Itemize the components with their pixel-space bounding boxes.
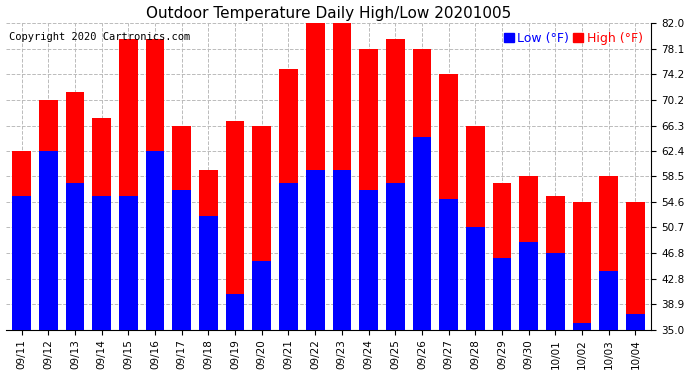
Bar [466,227,484,330]
Bar [359,189,378,330]
Text: Copyright 2020 Cartronics.com: Copyright 2020 Cartronics.com [9,32,190,42]
Bar [333,23,351,330]
Bar [66,92,84,330]
Bar [306,23,324,330]
Bar [253,261,271,330]
Bar [626,202,644,330]
Bar [520,177,538,330]
Bar [279,183,298,330]
Bar [413,49,431,330]
Bar [92,118,111,330]
Bar [413,137,431,330]
Bar [626,314,644,330]
Bar [39,100,57,330]
Bar [92,196,111,330]
Bar [199,216,218,330]
Bar [119,39,138,330]
Bar [493,183,511,330]
Bar [546,196,564,330]
Bar [146,39,164,330]
Bar [199,170,218,330]
Bar [466,126,484,330]
Bar [573,202,591,330]
Bar [226,121,244,330]
Bar [386,183,404,330]
Bar [600,177,618,330]
Bar [253,126,271,330]
Bar [66,183,84,330]
Legend: Low (°F), High (°F): Low (°F), High (°F) [501,29,645,47]
Bar [359,49,378,330]
Bar [440,74,458,330]
Bar [119,196,138,330]
Bar [12,151,31,330]
Bar [172,126,191,330]
Bar [573,323,591,330]
Bar [226,294,244,330]
Bar [546,253,564,330]
Bar [493,258,511,330]
Bar [12,196,31,330]
Bar [333,170,351,330]
Bar [146,151,164,330]
Bar [386,39,404,330]
Title: Outdoor Temperature Daily High/Low 20201005: Outdoor Temperature Daily High/Low 20201… [146,6,511,21]
Bar [172,189,191,330]
Bar [279,69,298,330]
Bar [440,200,458,330]
Bar [39,151,57,330]
Bar [600,271,618,330]
Bar [520,242,538,330]
Bar [306,170,324,330]
